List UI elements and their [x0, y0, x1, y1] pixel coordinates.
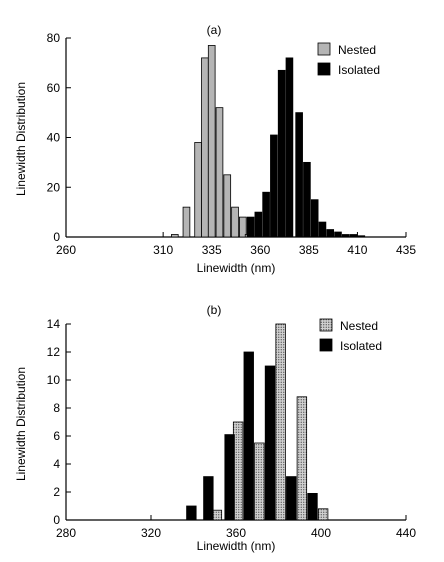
legend-label-nested: Nested — [338, 43, 376, 57]
chart-title: (b) — [207, 303, 222, 317]
bar-isolated — [349, 234, 358, 238]
x-tick-label: 310 — [153, 243, 173, 257]
legend: Nested Isolated — [317, 42, 380, 77]
y-tick-label: 0 — [53, 513, 60, 527]
legend-label-isolated: Isolated — [338, 63, 380, 77]
bar-nested — [317, 508, 329, 521]
x-tick-label: 320 — [141, 526, 161, 540]
bar-isolated — [326, 229, 335, 238]
bar-isolated — [357, 235, 366, 238]
x-tick-label: 360 — [250, 243, 270, 257]
y-tick-label: 6 — [53, 429, 60, 443]
bar-nested — [223, 174, 232, 238]
bar-isolated — [246, 216, 255, 238]
y-tick-label: 14 — [47, 317, 61, 331]
tick-layer: 280 320 360 400 440 0 2 4 6 8 10 12 14 — [47, 317, 417, 540]
legend: Nested Isolated — [319, 318, 382, 353]
bar-isolated — [264, 365, 276, 521]
bar-nested — [215, 107, 224, 238]
y-tick-label: 2 — [53, 485, 60, 499]
bar-isolated — [262, 191, 270, 238]
bar-nested — [238, 216, 247, 238]
bar-nested — [207, 45, 216, 238]
bar-isolated — [303, 161, 311, 238]
bar-isolated — [334, 231, 342, 238]
x-tick-label: 385 — [299, 243, 319, 257]
legend-swatch-nested — [319, 318, 333, 332]
chart-a: (a) Linewidth Distribution Linewidth (nm… — [14, 23, 417, 275]
bar-nested — [201, 57, 209, 238]
x-tick-label: 410 — [347, 243, 367, 257]
x-tick-label: 280 — [56, 526, 76, 540]
x-tick-label: 335 — [202, 243, 222, 257]
bar-isolated — [270, 134, 278, 238]
x-tick-label: 435 — [396, 243, 416, 257]
bar-layer — [170, 45, 366, 238]
bar-isolated — [307, 492, 318, 521]
y-axis-label: Linewidth Distribution — [14, 82, 28, 196]
tick-layer: 260 310 335 360 385 410 435 0 20 40 60 80 — [47, 31, 417, 257]
bar-isolated — [341, 234, 350, 238]
y-tick-label: 8 — [53, 401, 60, 415]
bar-isolated — [254, 211, 263, 238]
y-tick-label: 20 — [47, 180, 61, 194]
bar-nested — [194, 142, 202, 238]
bar-nested — [296, 396, 308, 521]
bar-nested — [182, 206, 191, 238]
bar-nested — [170, 234, 179, 238]
bar-isolated — [310, 199, 319, 238]
bar-isolated — [277, 69, 286, 238]
y-tick-label: 40 — [47, 131, 61, 145]
bar-nested — [231, 206, 239, 238]
bar-layer — [186, 323, 329, 521]
bar-nested — [275, 323, 286, 521]
x-tick-label: 260 — [56, 243, 76, 257]
bar-isolated — [224, 434, 235, 521]
legend-swatch-nested — [317, 42, 331, 56]
bar-isolated — [186, 505, 197, 521]
y-tick-label: 12 — [47, 345, 61, 359]
chart-title: (a) — [207, 23, 222, 37]
y-tick-label: 10 — [47, 373, 61, 387]
y-tick-label: 60 — [47, 81, 61, 95]
y-tick-label: 80 — [47, 31, 61, 45]
chart-b: (b) Linewidth Distribution Linewidth (nm… — [14, 303, 417, 553]
legend-label-isolated: Isolated — [340, 339, 382, 353]
bar-isolated — [295, 112, 303, 238]
bar-isolated — [203, 476, 214, 521]
bar-isolated — [286, 476, 297, 521]
x-tick-label: 360 — [226, 526, 246, 540]
bar-isolated — [243, 351, 254, 521]
bar-isolated — [318, 221, 327, 238]
legend-label-nested: Nested — [340, 319, 378, 333]
x-axis-label: Linewidth (nm) — [197, 261, 276, 275]
x-tick-label: 400 — [311, 526, 331, 540]
y-tick-label: 0 — [53, 230, 60, 244]
bar-isolated — [285, 57, 294, 238]
y-tick-label: 4 — [53, 457, 60, 471]
legend-swatch-isolated — [317, 62, 331, 76]
bar-nested — [254, 442, 265, 521]
x-tick-label: 440 — [396, 526, 416, 540]
legend-swatch-isolated — [319, 338, 333, 352]
y-axis-label: Linewidth Distribution — [14, 367, 28, 481]
x-axis-label: Linewidth (nm) — [197, 539, 276, 553]
